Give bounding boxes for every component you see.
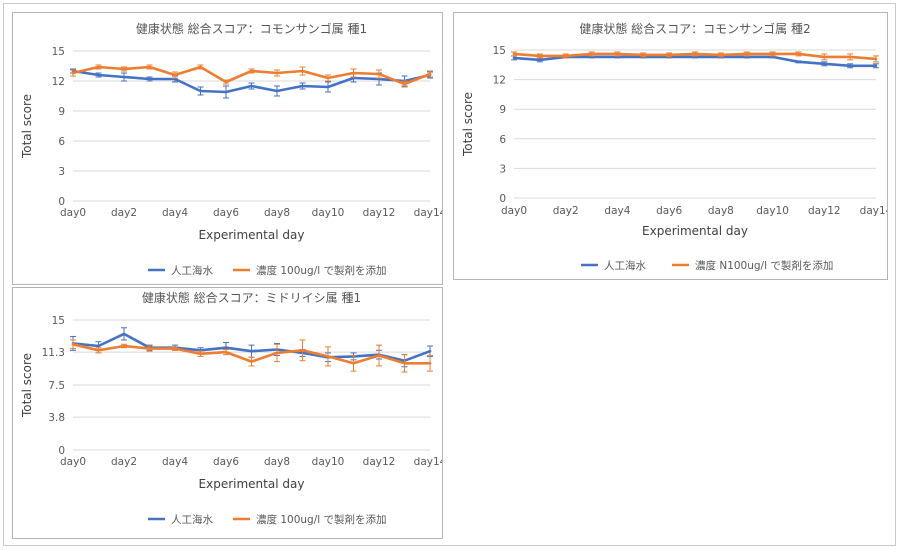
x-tick-label: day14 — [414, 456, 442, 468]
y-axis-label: Total score — [461, 92, 475, 157]
series-line — [512, 55, 878, 68]
x-tick-label: day12 — [808, 205, 841, 217]
x-tick-label: day12 — [363, 207, 396, 219]
chart-title: 健康状態 総合スコア：ミドリイシ属 種1 — [142, 290, 361, 305]
chart-2-svg: 健康状態 総合スコア：コモンサンゴ属 種2 0 3 6 9 12 15 day0 day2 day… — [461, 21, 887, 272]
x-tick-label: day8 — [264, 207, 290, 219]
x-tick-label: day2 — [111, 456, 137, 468]
chart-panel-3: 健康状態 総合スコア：ミドリイシ属 種1 0 3.8 7.5 11.3 15 day0 day… — [12, 287, 443, 539]
x-axis-label: Experimental day — [199, 477, 305, 491]
y-tick-label: 0 — [58, 196, 65, 208]
x-tick-label: day8 — [264, 456, 290, 468]
legend-entry: 濃度 N100ug/l で製剤を添加 — [695, 259, 833, 272]
legend-entry: 人工海水 — [171, 513, 213, 526]
y-tick-label: 15 — [493, 45, 506, 57]
chart-title: 健康状態 総合スコア：コモンサンゴ属 種1 — [136, 21, 367, 36]
series-line — [512, 52, 878, 61]
y-tick-label: 0 — [58, 445, 65, 457]
series-line — [71, 65, 432, 86]
x-axis-label: Experimental day — [199, 228, 305, 242]
chart-title: 健康状態 総合スコア：コモンサンゴ属 種2 — [579, 21, 810, 36]
y-tick-label: 6 — [58, 136, 65, 148]
x-tick-label: day2 — [111, 207, 137, 219]
y-tick-label: 3 — [499, 163, 506, 175]
x-tick-label: day10 — [312, 456, 345, 468]
legend-entry: 人工海水 — [604, 259, 646, 272]
x-tick-label: day0 — [60, 456, 86, 468]
y-tick-label: 0 — [499, 193, 506, 205]
y-tick-label: 9 — [499, 104, 506, 116]
y-axis-label: Total score — [20, 353, 34, 418]
x-tick-label: day6 — [656, 205, 682, 217]
y-tick-label: 6 — [499, 134, 506, 146]
x-tick-label: day2 — [553, 205, 579, 217]
chart-panel-2: 健康状態 総合スコア：コモンサンゴ属 種2 0 3 6 9 12 15 day0 day2 day… — [453, 12, 888, 280]
x-tick-label: day0 — [501, 205, 527, 217]
y-tick-label: 3.8 — [48, 412, 65, 424]
x-tick-label: day4 — [162, 456, 188, 468]
x-tick-label: day6 — [213, 207, 239, 219]
y-axis-label: Total score — [20, 94, 34, 159]
y-tick-label: 15 — [52, 46, 65, 58]
chart-panel-1: 健康状態 総合スコア：コモンサンゴ属 種1 0 3 6 9 12 15 day0 day2 day… — [12, 12, 443, 285]
series-line — [71, 342, 432, 365]
y-tick-label: 11.3 — [42, 347, 65, 359]
x-tick-label: day0 — [60, 207, 86, 219]
x-tick-label: day10 — [312, 207, 345, 219]
x-tick-label: day4 — [162, 207, 188, 219]
legend-entry: 濃度 100ug/l で製剤を添加 — [256, 513, 387, 526]
y-tick-label: 9 — [58, 106, 65, 118]
legend-entry: 人工海水 — [171, 264, 213, 277]
y-tick-label: 7.5 — [48, 380, 65, 392]
series-line — [71, 69, 432, 94]
y-tick-label: 3 — [58, 166, 65, 178]
series-line — [71, 332, 432, 362]
x-tick-label: day14 — [414, 207, 442, 219]
legend-entry: 濃度 100ug/l で製剤を添加 — [256, 264, 387, 277]
x-tick-label: day10 — [756, 205, 789, 217]
x-tick-label: day14 — [860, 205, 887, 217]
y-tick-label: 12 — [493, 75, 506, 87]
x-tick-label: day8 — [708, 205, 734, 217]
x-tick-label: day6 — [213, 456, 239, 468]
x-tick-label: day12 — [363, 456, 396, 468]
y-tick-label: 12 — [52, 76, 65, 88]
x-axis-label: Experimental day — [642, 224, 748, 238]
x-tick-label: day4 — [604, 205, 630, 217]
chart-3-svg: 健康状態 総合スコア：ミドリイシ属 種1 0 3.8 7.5 11.3 15 day0 day… — [20, 290, 442, 526]
y-tick-label: 15 — [52, 315, 65, 327]
chart-1-svg: 健康状態 総合スコア：コモンサンゴ属 種1 0 3 6 9 12 15 day0 day2 day… — [20, 21, 442, 277]
